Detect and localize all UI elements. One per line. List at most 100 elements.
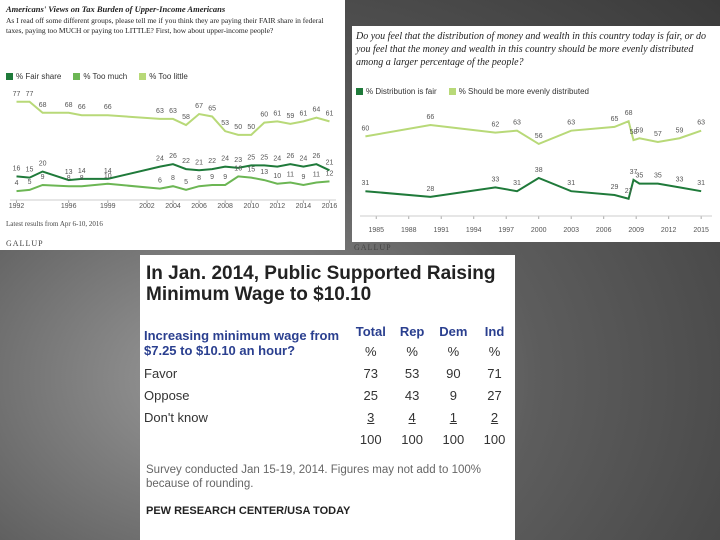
- cell: 25: [363, 387, 379, 403]
- total: 100: [359, 431, 382, 447]
- table-source: PEW RESEARCH CENTER/USA TODAY: [146, 505, 351, 517]
- data-label: 68: [65, 102, 73, 109]
- data-label: 63: [156, 108, 164, 115]
- question: Increasing minimum wage from $7.25 to $1…: [144, 327, 340, 358]
- data-label: 63: [697, 120, 705, 127]
- data-label: 16: [13, 165, 21, 172]
- unit: %: [365, 343, 377, 359]
- data-label: 66: [427, 114, 435, 121]
- x-tick-label: 1985: [368, 227, 384, 234]
- data-label: 50: [234, 124, 242, 131]
- cell: 2: [490, 409, 499, 425]
- data-label: 77: [26, 91, 34, 98]
- data-label: 60: [260, 112, 268, 119]
- legend-item: % Fair share: [6, 72, 61, 81]
- data-label: 21: [326, 159, 334, 166]
- data-label: 58: [182, 114, 190, 121]
- data-label: 63: [513, 120, 521, 127]
- legend-label: % Should be more evenly distributed: [458, 87, 589, 96]
- data-label: 25: [260, 154, 268, 161]
- total-row: 100 100 100 100: [144, 428, 515, 450]
- data-label: 63: [567, 120, 575, 127]
- data-label: 62: [491, 122, 499, 129]
- data-label: 8: [80, 175, 84, 182]
- data-label: 11: [313, 172, 320, 179]
- row: Favor 73 53 90 71: [144, 362, 515, 384]
- legend-item: % Should be more evenly distributed: [448, 87, 589, 96]
- data-label: 59: [676, 127, 684, 134]
- legend: % Fair share % Too much % Too little: [6, 72, 188, 81]
- legend-swatch: [6, 73, 13, 81]
- unit: %: [447, 343, 460, 359]
- x-tick-label: 2015: [693, 227, 709, 234]
- data-label: 24: [273, 156, 281, 163]
- data-label: 59: [636, 127, 644, 134]
- data-label: 61: [273, 110, 281, 117]
- cell: 71: [487, 365, 502, 381]
- row: Oppose 25 43 9 27: [144, 384, 515, 406]
- data-label: 61: [326, 110, 334, 117]
- column-header: Total: [355, 324, 386, 339]
- cell: 9: [449, 387, 457, 403]
- legend-label: % Too much: [83, 72, 128, 81]
- line: [365, 176, 702, 200]
- x-tick-label: 2010: [243, 203, 259, 210]
- legend-swatch: [356, 88, 363, 96]
- data-label: 68: [39, 102, 47, 109]
- total: 100: [442, 431, 465, 447]
- column-header: Ind: [484, 324, 505, 339]
- cell: 27: [487, 387, 502, 403]
- data-label: 15: [26, 167, 34, 174]
- data-label: 28: [427, 186, 435, 193]
- x-tick-label: 2008: [217, 203, 233, 210]
- data-label: 9: [210, 174, 214, 181]
- data-label: 35: [654, 173, 662, 180]
- x-tick-label: 2016: [322, 203, 338, 210]
- data-label: 15: [247, 167, 255, 174]
- data-label: 57: [654, 131, 662, 138]
- data-label: 66: [78, 104, 86, 111]
- cell: 53: [404, 365, 420, 381]
- data-label: 29: [611, 184, 619, 191]
- x-tick-label: 2004: [165, 203, 181, 210]
- data-label: 8: [197, 175, 201, 182]
- data-label: 35: [636, 173, 644, 180]
- table-panel: In Jan. 2014, Public Supported Raising M…: [140, 255, 515, 540]
- data-label: 6: [158, 178, 162, 185]
- source: GALLUP: [6, 239, 44, 248]
- line: [16, 163, 330, 182]
- legend-label: % Fair share: [16, 72, 62, 81]
- data-label: 53: [221, 120, 229, 127]
- row-label: Oppose: [144, 387, 190, 403]
- data-label: 77: [13, 91, 21, 98]
- x-tick-label: 2012: [661, 227, 677, 234]
- chart-panel: Americans' Views on Tax Burden of Upper-…: [0, 0, 345, 250]
- data-label: 31: [513, 180, 521, 187]
- data-label: 24: [156, 156, 164, 163]
- x-tick-label: 1992: [9, 203, 25, 210]
- data-label: 26: [313, 153, 321, 160]
- units-row: %%%%: [144, 340, 515, 362]
- data-label: 60: [362, 125, 370, 132]
- data-label: 9: [223, 174, 227, 181]
- x-tick-label: 2009: [628, 227, 644, 234]
- x-tick-label: 2000: [531, 227, 547, 234]
- data-label: 37: [630, 169, 638, 176]
- legend-label: % Too little: [149, 72, 188, 81]
- x-tick-label: 1996: [61, 203, 77, 210]
- data-label: 22: [182, 158, 190, 165]
- x-tick-label: 2002: [139, 203, 155, 210]
- data-label: 24: [300, 156, 308, 163]
- data-label: 63: [169, 108, 177, 115]
- chart-subtitle: As I read off some different groups, ple…: [6, 16, 324, 35]
- data-label: 10: [104, 173, 112, 180]
- data-label: 59: [286, 113, 294, 120]
- unit: %: [406, 343, 418, 359]
- data-label: 33: [676, 176, 684, 183]
- data-label: 8: [171, 175, 175, 182]
- data-label: 27: [625, 188, 633, 195]
- legend-swatch: [73, 73, 81, 81]
- data-label: 38: [535, 167, 543, 174]
- data-label: 56: [535, 133, 543, 140]
